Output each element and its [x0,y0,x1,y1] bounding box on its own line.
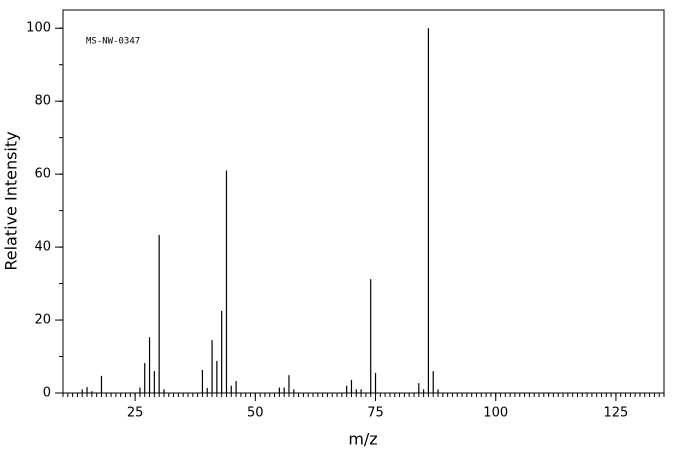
y-tick-label: 80 [34,94,51,109]
y-tick-label: 20 [34,313,51,328]
x-tick-label: 125 [604,406,629,421]
y-axis-label: Relative Intensity [2,131,21,270]
x-tick-label: 75 [367,406,384,421]
x-tick-label: 100 [483,406,508,421]
y-tick-label: 0 [43,386,51,401]
x-tick-label: 50 [247,406,264,421]
y-tick-label: 40 [34,240,51,255]
y-tick-label: 100 [26,21,51,36]
annotation: MS-NW-0347 [86,37,140,47]
x-tick-label: 25 [127,406,144,421]
plot-frame [62,9,665,394]
y-tick-label: 60 [34,167,51,182]
x-axis-label: m/z [348,430,377,449]
